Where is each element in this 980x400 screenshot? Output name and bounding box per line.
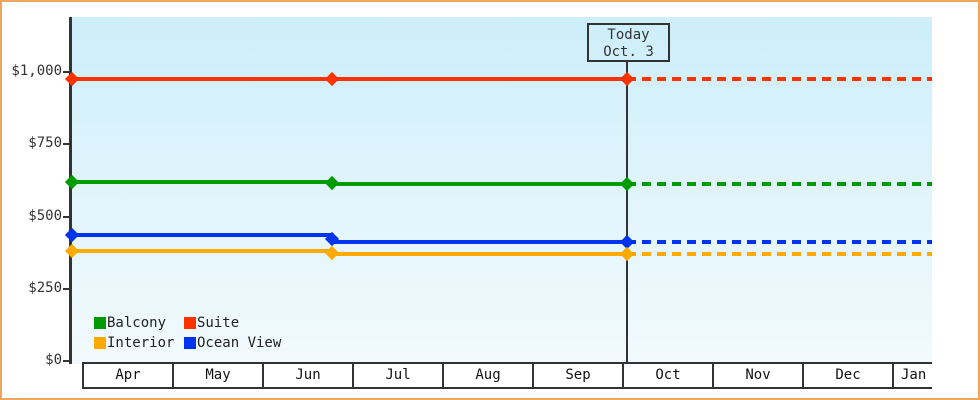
y-tick-mark (63, 287, 70, 290)
month-cell-jul: Jul (352, 364, 442, 387)
line-suite-segment (72, 77, 332, 82)
y-tick-label: $500 (28, 207, 62, 224)
month-cell-dec: Dec (802, 364, 892, 387)
legend-swatch-icon (184, 317, 196, 329)
line-ocean-view-projection (627, 239, 932, 244)
y-axis (69, 17, 72, 364)
legend-swatch-icon (184, 337, 196, 349)
y-tick-mark (63, 71, 70, 73)
line-ocean-view-segment (332, 239, 627, 244)
month-cell-nov: Nov (712, 364, 802, 387)
legend-item-suite: Suite (184, 316, 239, 330)
month-cell-sep: Sep (532, 364, 622, 387)
plot-area (72, 17, 932, 364)
y-tick-mark (63, 360, 70, 362)
month-cell-oct: Oct (622, 364, 712, 387)
line-suite-segment (332, 77, 627, 82)
today-annotation-date: Oct. 3 (603, 44, 654, 60)
month-cell-aug: Aug (442, 364, 532, 387)
legend-label: Suite (197, 315, 240, 331)
today-annotation-title: Today (607, 27, 650, 43)
legend-label: Balcony (107, 315, 167, 331)
y-tick-label: $750 (28, 135, 62, 152)
legend-item-ocean-view: Ocean View (184, 336, 281, 350)
line-suite-projection (627, 77, 932, 82)
legend-item-interior: Interior (94, 336, 174, 350)
line-balcony-segment (72, 179, 332, 184)
y-tick-label: $0 (45, 352, 62, 368)
x-axis-month-row: Apr May Jun Jul Aug Sep Oct Nov Dec Jan (82, 362, 932, 389)
month-cell-apr: Apr (82, 364, 172, 387)
line-interior-segment (72, 249, 332, 254)
y-tick-mark (63, 215, 70, 218)
line-balcony-segment (332, 182, 627, 187)
legend-swatch-icon (94, 317, 106, 329)
y-tick-label: $250 (28, 279, 62, 296)
line-ocean-view-segment (72, 233, 332, 238)
line-interior-segment (332, 252, 627, 257)
legend-swatch-icon (94, 337, 106, 349)
y-tick-mark (63, 143, 70, 146)
y-tick-label: $1,000 (11, 63, 62, 79)
line-balcony-projection (627, 182, 932, 187)
line-interior-projection (627, 252, 932, 257)
legend-item-balcony: Balcony (94, 316, 166, 330)
legend-label: Ocean View (197, 335, 282, 351)
legend-label: Interior (107, 335, 175, 351)
today-vertical-line (626, 61, 628, 364)
month-cell-jan: Jan (892, 364, 932, 387)
today-annotation-box: Today Oct. 3 (587, 23, 670, 62)
month-cell-jun: Jun (262, 364, 352, 387)
month-cell-may: May (172, 364, 262, 387)
